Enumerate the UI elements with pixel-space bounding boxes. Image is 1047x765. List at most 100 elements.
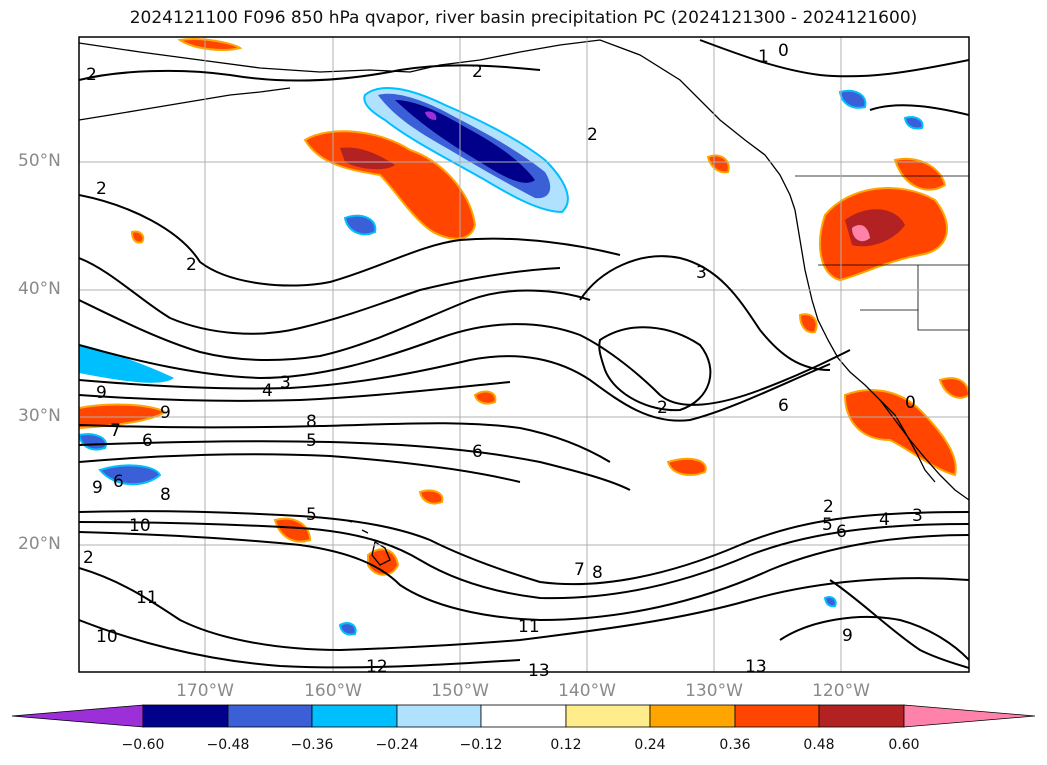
colorbar-bin xyxy=(142,704,229,728)
contour-label: 9 xyxy=(96,383,107,403)
precip-area-coast-north xyxy=(893,157,947,191)
colorbar-tick-label: 0.12 xyxy=(550,737,582,753)
contour-label: 13 xyxy=(745,657,767,677)
contour-label: 8 xyxy=(592,563,603,583)
precip-area-small5 xyxy=(938,377,969,399)
lat-label: 50°N xyxy=(18,151,61,171)
contour-line xyxy=(79,440,631,491)
precip-area-small1 xyxy=(473,390,497,405)
coastline-westcoast xyxy=(794,209,969,501)
contour-label: 7 xyxy=(110,421,121,441)
precip-area-neg-small4 xyxy=(338,622,357,636)
contour-label: 2 xyxy=(823,497,834,517)
coastline-alaska xyxy=(79,39,796,211)
contour-line xyxy=(79,510,969,586)
contour-label: 6 xyxy=(113,472,124,492)
precip-area-small4 xyxy=(798,313,818,334)
contour-line xyxy=(79,531,969,622)
lon-label: 140°W xyxy=(558,681,616,701)
colorbar-tick-label: −0.24 xyxy=(375,737,419,753)
map-title: 2024121100 F096 850 hPa qvapor, river ba… xyxy=(129,8,918,28)
colorbar-tick-label: −0.36 xyxy=(290,737,334,753)
contour-label: 5 xyxy=(306,431,317,451)
contour-label: 2 xyxy=(472,62,483,82)
colorbar-bin xyxy=(565,704,651,728)
contour-label: 1 xyxy=(758,47,769,67)
contour-label: 6 xyxy=(142,431,153,451)
contour-label: 0 xyxy=(778,41,789,61)
colorbar-bin xyxy=(227,704,313,728)
contour-label: 9 xyxy=(92,478,103,498)
contour-line xyxy=(79,257,561,335)
contour-label: 6 xyxy=(836,522,847,542)
lat-label: 20°N xyxy=(18,534,61,554)
precip-positive-areas xyxy=(79,38,969,576)
colorbar-tick-label: 0.24 xyxy=(634,737,666,753)
contour-line xyxy=(79,64,541,82)
colorbar-bin xyxy=(480,704,567,728)
contour-line xyxy=(79,381,511,402)
precip-area-hawaii xyxy=(273,517,312,543)
lat-label: 30°N xyxy=(18,406,61,426)
precip-area-hawaii-big xyxy=(367,548,400,576)
contour-label: 2 xyxy=(83,548,94,568)
contour-label: 6 xyxy=(472,442,483,462)
contour-label: 4 xyxy=(262,381,273,401)
colorbar-bin xyxy=(311,704,398,728)
contour-line xyxy=(699,39,969,78)
coastlines xyxy=(79,39,969,566)
colorbar-extend-low xyxy=(11,704,144,728)
precip-area-coast-peak xyxy=(852,225,870,242)
contour-line xyxy=(579,255,831,371)
contour-label: 10 xyxy=(129,516,151,536)
contour-line xyxy=(79,619,521,669)
precip-area-neg-small2 xyxy=(838,89,867,109)
contour-label: 4 xyxy=(879,510,890,530)
colorbar-bin xyxy=(818,704,905,728)
lat-label: 40°N xyxy=(18,279,61,299)
contour-line xyxy=(779,615,969,661)
precip-area-neg-small3 xyxy=(903,116,924,130)
coastline-aleutians xyxy=(79,87,291,121)
political-borders xyxy=(795,175,969,331)
contour-label: 8 xyxy=(306,412,317,432)
precip-area-small2 xyxy=(177,38,243,51)
contour-label: 6 xyxy=(778,396,789,416)
contour-line xyxy=(79,289,591,362)
precip-area-neg-peak xyxy=(425,111,437,120)
colorbar-tick-label: −0.60 xyxy=(121,737,165,753)
precip-area-aleutian-core xyxy=(340,147,395,170)
precip-area-mid xyxy=(418,489,444,505)
precip-area-neg-west3 xyxy=(98,464,162,486)
contour-label-group: 2 2 2 2 1 0 2 3 3 4 2 6 9 8 5 7 6 9 6 9 … xyxy=(83,41,923,681)
precip-area-socal xyxy=(843,389,957,477)
contour-line xyxy=(79,567,969,652)
precip-area-small3 xyxy=(706,154,730,174)
contour-line xyxy=(79,521,969,600)
colorbar-bin xyxy=(649,704,736,728)
contour-label: 11 xyxy=(136,588,158,608)
contour-line xyxy=(79,355,831,422)
colorbar-bin xyxy=(396,704,482,728)
contour-label: 2 xyxy=(657,398,668,418)
contour-label: 3 xyxy=(696,263,707,283)
qvapor-contours xyxy=(79,39,969,669)
colorbar-tick-label: 0.60 xyxy=(888,737,920,753)
colorbar-tick-label: −0.48 xyxy=(206,737,250,753)
contour-label: 13 xyxy=(528,661,550,681)
contour-line xyxy=(598,326,712,412)
contour-line xyxy=(79,453,521,483)
contour-label: 3 xyxy=(912,506,923,526)
colorbar-tick-label: 0.36 xyxy=(719,737,751,753)
contour-line xyxy=(79,422,611,463)
contour-label: 2 xyxy=(587,125,598,145)
colorbar-extend-high xyxy=(903,704,1036,728)
contour-label: 8 xyxy=(160,485,171,505)
contour-line xyxy=(79,323,851,406)
contour-line xyxy=(829,579,969,669)
colorbar-tick-label: −0.12 xyxy=(459,737,503,753)
contour-label: 2 xyxy=(186,255,197,275)
contour-label: 11 xyxy=(518,617,540,637)
contour-line xyxy=(79,194,621,287)
